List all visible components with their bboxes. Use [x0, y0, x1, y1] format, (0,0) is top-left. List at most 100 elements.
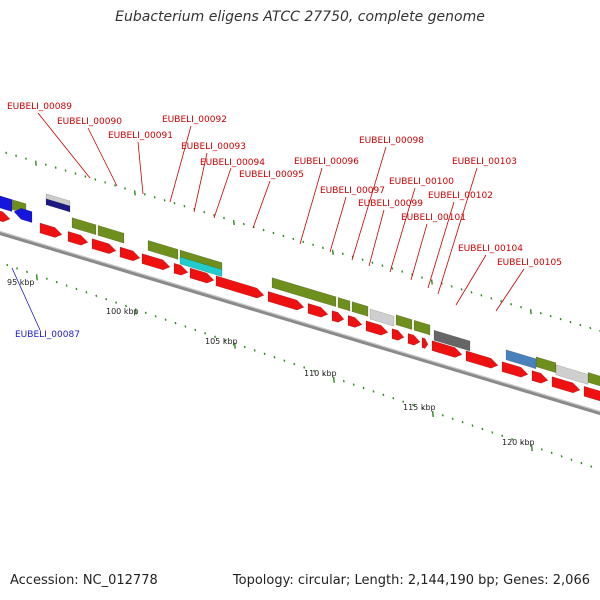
tick-outer-52	[510, 303, 513, 306]
tick-outer-14	[133, 190, 136, 196]
tick-inner-6	[55, 280, 58, 284]
tick-outer-44	[430, 279, 433, 285]
cds-reverse-14	[391, 328, 405, 341]
tick-outer-2	[15, 154, 18, 157]
gene-label-eubeli-00102[interactable]: EUBELI_00102	[428, 191, 493, 201]
gene-label-eubeli-00095[interactable]: EUBELI_00095	[239, 170, 304, 180]
cds-forward-2	[271, 277, 337, 308]
cds-reverse-22	[583, 385, 600, 402]
cds-eubeli-00087-b	[13, 208, 33, 223]
genome-backbone	[0, 230, 600, 416]
tick-outer-55	[539, 311, 542, 315]
scale-label-100kbp: 100 kbp	[106, 307, 139, 316]
leader-line-9	[351, 146, 387, 261]
tick-inner-46	[451, 417, 454, 420]
tick-marks	[5, 151, 600, 468]
tick-outer-8	[74, 172, 77, 175]
tick-outer-38	[371, 261, 374, 264]
cds-reverse-11	[331, 310, 345, 323]
cds-forward-0	[147, 240, 179, 260]
gene-label-eubeli-00096[interactable]: EUBELI_00096	[294, 157, 359, 167]
cds-reverse-5	[141, 253, 171, 271]
gene-label-eubeli-00087[interactable]: EUBELI_00087	[15, 330, 80, 340]
gene-label-eubeli-00097[interactable]: EUBELI_00097	[320, 186, 385, 196]
backbone-highlight	[0, 230, 600, 413]
tick-outer-12	[114, 184, 117, 187]
tick-inner-15	[144, 311, 147, 315]
gene-label-eubeli-00101[interactable]: EUBELI_00101	[401, 213, 466, 223]
leader-line-17	[11, 267, 41, 331]
tick-outer-30	[292, 237, 295, 241]
tick-inner-45	[441, 414, 444, 417]
tick-inner-26	[253, 349, 256, 352]
feature-lightgrey-a	[369, 308, 395, 327]
tick-inner-37	[362, 386, 365, 390]
tick-inner-58	[570, 458, 573, 461]
tick-outer-7	[64, 169, 67, 172]
genome-title: Eubacterium eligens ATCC 27750, complete…	[115, 9, 485, 25]
gene-label-eubeli-00090[interactable]: EUBELI_00090	[57, 117, 122, 127]
tick-outer-32	[312, 243, 315, 247]
tick-inner-49	[481, 427, 484, 431]
tick-inner-44	[431, 410, 434, 417]
tick-inner-42	[412, 403, 415, 407]
cds-forward-5	[395, 314, 413, 330]
scale-label-120kbp: 120 kbp	[502, 438, 535, 447]
tick-inner-1	[6, 263, 9, 267]
scale-label-105kbp: 105 kbp	[205, 337, 238, 346]
tick-outer-16	[153, 196, 156, 199]
gene-label-eubeli-00089[interactable]: EUBELI_00089	[7, 102, 72, 112]
tick-outer-21	[203, 210, 206, 214]
gene-label-eubeli-00105[interactable]: EUBELI_00105	[497, 258, 562, 268]
gene-label-eubeli-00091[interactable]: EUBELI_00091	[108, 131, 173, 141]
leader-line-3	[169, 125, 192, 203]
tick-inner-5	[45, 277, 48, 280]
tick-outer-56	[549, 314, 552, 318]
gene-label-eubeli-00104[interactable]: EUBELI_00104	[458, 244, 523, 254]
tick-inner-57	[560, 455, 563, 458]
tick-outer-53	[520, 306, 522, 309]
tick-outer-43	[421, 276, 423, 279]
gene-label-eubeli-00100[interactable]: EUBELI_00100	[389, 177, 454, 187]
tick-inner-8	[75, 287, 78, 291]
cds-forward-a	[71, 217, 97, 236]
tick-outer-51	[500, 300, 503, 303]
cds-reverse-2	[67, 231, 89, 246]
tick-inner-18	[174, 321, 177, 325]
gene-label-eubeli-00093[interactable]: EUBELI_00093	[181, 142, 246, 152]
tick-inner-14	[134, 308, 137, 315]
gene-label-eubeli-00098[interactable]: EUBELI_00098	[359, 136, 424, 146]
tick-inner-24	[233, 342, 236, 349]
tick-inner-21	[204, 332, 207, 335]
tick-inner-29	[283, 359, 286, 362]
cds-forward-4	[351, 301, 369, 317]
tick-inner-2	[16, 267, 19, 270]
tick-outer-29	[282, 234, 285, 238]
tick-outer-9	[84, 175, 87, 178]
scale-label-115kbp: 115 kbp	[403, 403, 436, 412]
leader-line-8	[329, 196, 347, 253]
tick-inner-34	[332, 376, 335, 383]
gene-label-eubeli-00103[interactable]: EUBELI_00103	[452, 157, 517, 167]
tick-outer-10	[94, 178, 97, 181]
tick-inner-38	[372, 390, 375, 393]
tick-inner-52	[511, 438, 514, 441]
tick-inner-36	[352, 383, 355, 386]
tick-outer-6	[54, 166, 57, 169]
scale-label-95kbp: 95 kbp	[7, 278, 35, 287]
gene-label-eubeli-00094[interactable]: EUBELI_00094	[200, 158, 265, 168]
tick-outer-34	[331, 249, 334, 255]
leader-line-11	[389, 187, 416, 273]
genome-summary-text: Topology: circular; Length: 2,144,190 bp…	[232, 573, 590, 588]
tick-inner-16	[154, 315, 157, 318]
gene-label-eubeli-00092[interactable]: EUBELI_00092	[162, 115, 227, 125]
tick-outer-47	[460, 288, 463, 291]
backbone-line	[0, 230, 600, 416]
tick-outer-48	[470, 291, 473, 294]
cds-forward-b	[97, 225, 125, 244]
tick-outer-54	[529, 309, 532, 315]
tick-outer-27	[262, 228, 265, 232]
tick-inner-31	[303, 366, 306, 369]
gene-label-eubeli-00099[interactable]: EUBELI_00099	[358, 199, 423, 209]
leader-line-2	[137, 141, 144, 195]
